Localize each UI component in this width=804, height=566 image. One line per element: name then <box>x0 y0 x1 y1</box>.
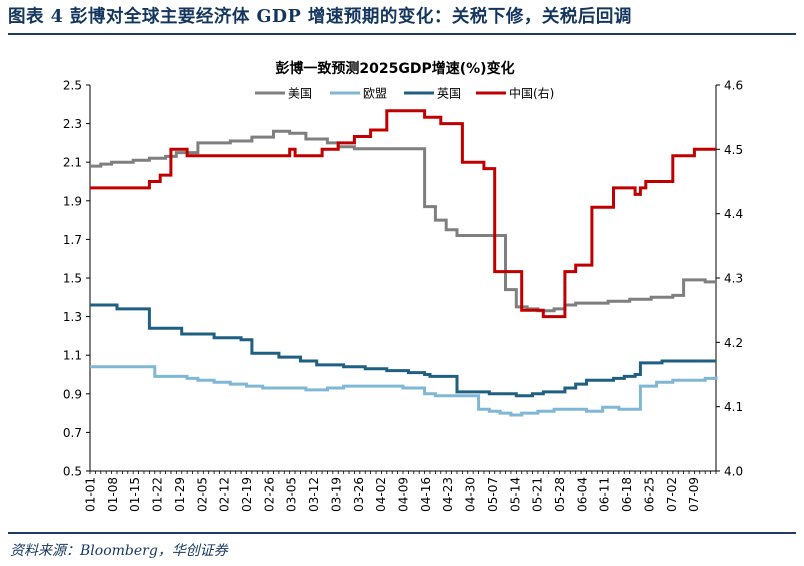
right-tick-label: 4.2 <box>724 336 743 350</box>
left-tick-label: 2.5 <box>63 79 82 93</box>
x-tick-label: 02-05 <box>195 477 209 512</box>
x-tick-label: 01-29 <box>173 477 187 512</box>
x-tick-label: 02-12 <box>218 477 232 512</box>
right-tick-label: 4.5 <box>724 143 743 157</box>
x-tick-label: 04-02 <box>374 477 388 512</box>
right-tick-label: 4.1 <box>724 400 743 414</box>
x-tick-label: 05-14 <box>508 477 522 512</box>
series-line-英国 <box>90 303 716 398</box>
legend-label: 中国(右) <box>509 86 554 101</box>
x-tick-label: 07-02 <box>665 477 679 512</box>
chart-title: 彭博一致预测2025GDP增速(%)变化 <box>275 60 514 77</box>
x-tick-label: 05-28 <box>553 477 567 512</box>
series-lines <box>90 109 718 417</box>
x-tick-label: 04-16 <box>419 477 433 512</box>
left-tick-label: 1.3 <box>63 310 82 324</box>
left-tick-label: 1.5 <box>63 272 82 286</box>
legend-label: 欧盟 <box>363 87 387 101</box>
x-tick-label: 06-04 <box>575 477 589 512</box>
left-tick-label: 1.1 <box>63 349 82 363</box>
right-tick-label: 4.0 <box>724 465 743 479</box>
left-tick-label: 2.1 <box>63 156 82 170</box>
x-tick-label: 03-19 <box>329 477 343 512</box>
footer-rule <box>8 532 796 534</box>
x-tick-label: 06-25 <box>642 477 656 512</box>
series-line-美国 <box>90 129 716 313</box>
x-tick-label: 07-09 <box>687 477 701 512</box>
left-tick-label: 0.7 <box>63 426 82 440</box>
x-tick-label: 01-22 <box>151 477 165 512</box>
series-line-欧盟 <box>90 365 718 417</box>
x-tick-label: 05-21 <box>531 477 545 512</box>
x-tick-label: 01-15 <box>128 477 142 512</box>
x-tick-label: 04-30 <box>464 477 478 512</box>
header: 图表 4 彭博对全球主要经济体 GDP 增速预期的变化：关税下修，关税后回调 <box>8 5 796 35</box>
x-tick-label: 03-12 <box>307 477 321 512</box>
left-tick-label: 1.9 <box>63 194 82 208</box>
left-tick-label: 0.9 <box>63 387 82 401</box>
x-tick-label: 03-05 <box>285 477 299 512</box>
legend: 美国 欧盟 英国 中国(右) <box>255 86 554 101</box>
x-tick-label: 01-01 <box>84 477 98 512</box>
x-tick-label: 04-09 <box>397 477 411 512</box>
x-tick-label: 05-07 <box>486 477 500 512</box>
left-tick-label: 2.3 <box>63 117 82 131</box>
x-tick-label: 03-26 <box>352 477 366 512</box>
right-tick-label: 4.3 <box>724 272 743 286</box>
legend-label: 英国 <box>437 87 461 101</box>
left-tick-label: 0.5 <box>63 465 82 479</box>
header-rule <box>8 33 796 35</box>
left-tick-label: 1.7 <box>63 233 82 247</box>
axes: 0.5 0.7 0.9 1.1 1.3 1.5 1.7 1.9 2.1 2.3 2.5 4.0 4.1 4… <box>63 79 743 512</box>
x-tick-label: 02-19 <box>240 477 254 512</box>
x-tick-label: 06-11 <box>598 477 612 512</box>
header-title: 图表 4 彭博对全球主要经济体 GDP 增速预期的变化：关税下修，关税后回调 <box>8 7 632 27</box>
right-tick-label: 4.6 <box>724 79 743 93</box>
source-note: 资料来源：Bloomberg，华创证券 <box>10 543 228 559</box>
right-tick-label: 4.4 <box>724 207 743 221</box>
x-tick-label: 06-18 <box>620 477 634 512</box>
x-tick-label: 02-26 <box>262 477 276 512</box>
series-line-中国(右) <box>90 109 716 319</box>
x-tick-label: 04-23 <box>441 477 455 512</box>
x-tick-label: 01-08 <box>106 477 120 512</box>
legend-label: 美国 <box>288 87 312 101</box>
gdp-forecast-chart: 彭博一致预测2025GDP增速(%)变化 美国 欧盟 英国 中国(右) 0.50.70… <box>63 60 743 512</box>
